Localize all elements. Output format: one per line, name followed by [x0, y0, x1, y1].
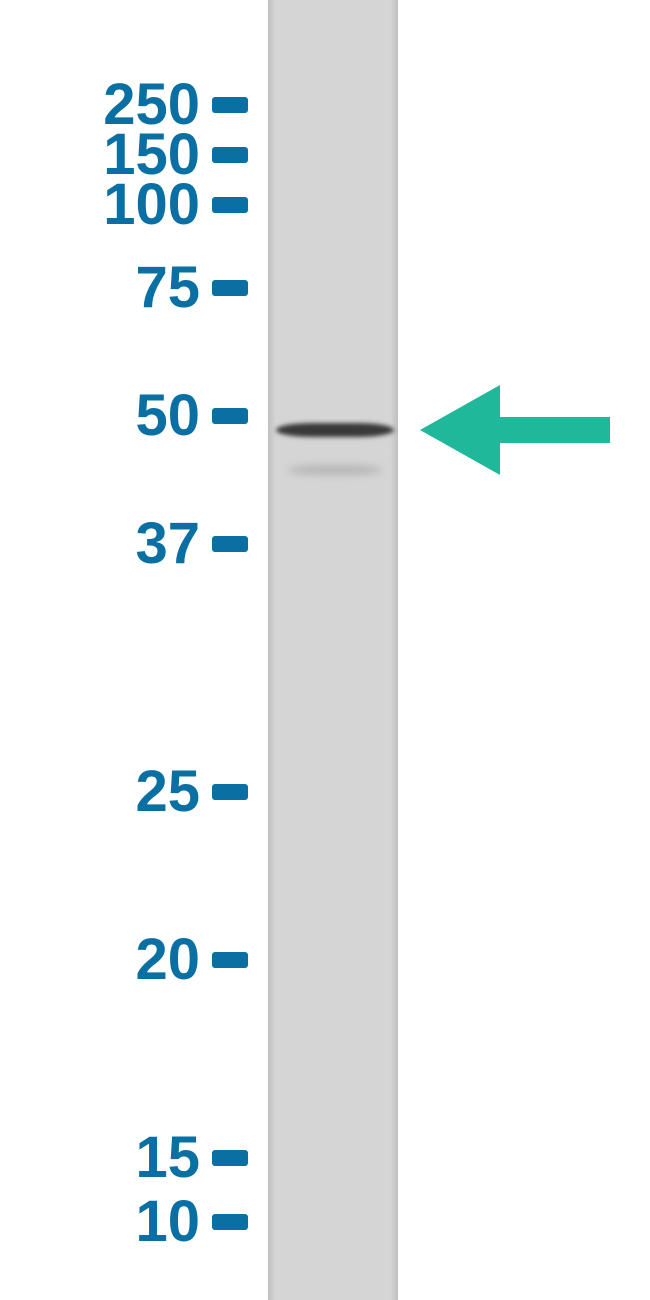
- gel-lane: [268, 0, 398, 1300]
- mw-tick-250: [212, 97, 248, 113]
- mw-tick-10: [212, 1214, 248, 1230]
- mw-label-15: 15: [10, 1129, 200, 1187]
- mw-tick-37: [212, 536, 248, 552]
- western-blot-figure: 25015010075503725201510: [0, 0, 650, 1300]
- mw-tick-75: [212, 280, 248, 296]
- arrow-shaft: [500, 417, 610, 443]
- mw-tick-15: [212, 1150, 248, 1166]
- faint-band-below: [288, 465, 382, 475]
- mw-label-10: 10: [10, 1193, 200, 1251]
- primary-band: [276, 423, 394, 437]
- mw-label-25: 25: [10, 763, 200, 821]
- mw-label-37: 37: [10, 515, 200, 573]
- mw-tick-100: [212, 197, 248, 213]
- mw-tick-25: [212, 784, 248, 800]
- mw-tick-20: [212, 952, 248, 968]
- mw-tick-150: [212, 147, 248, 163]
- mw-label-50: 50: [10, 387, 200, 445]
- arrow-head-icon: [420, 385, 500, 475]
- mw-label-20: 20: [10, 931, 200, 989]
- mw-label-100: 100: [10, 176, 200, 234]
- mw-tick-50: [212, 408, 248, 424]
- mw-label-75: 75: [10, 259, 200, 317]
